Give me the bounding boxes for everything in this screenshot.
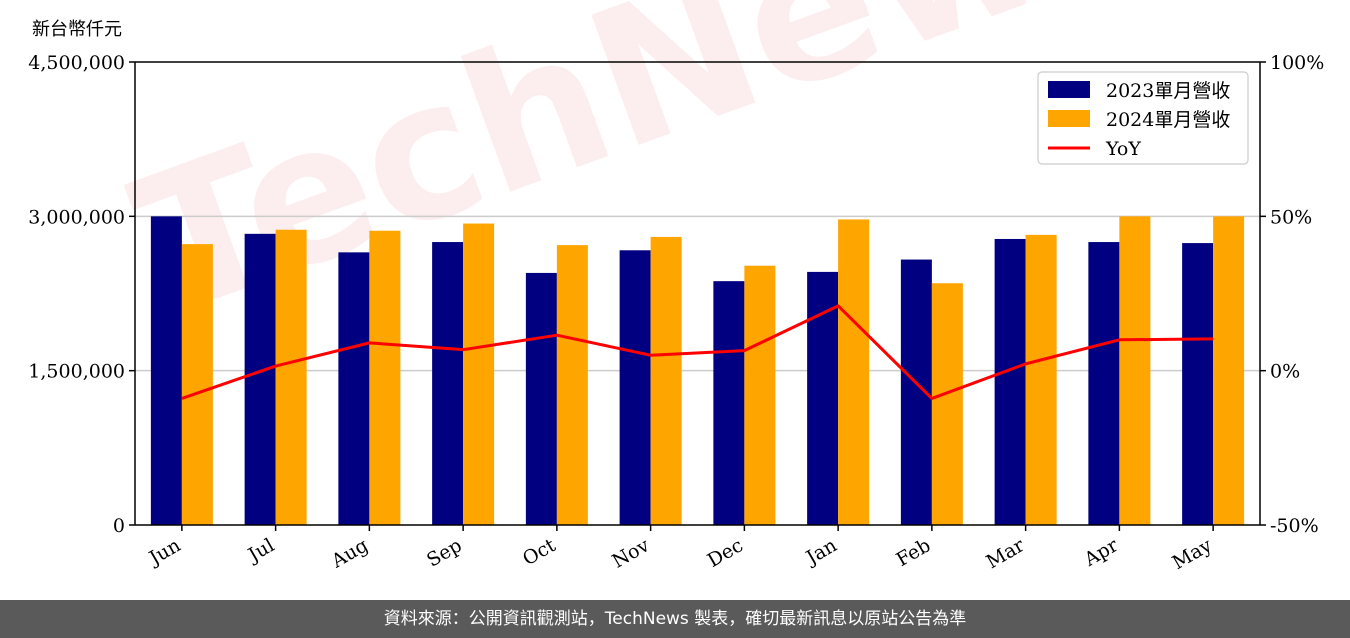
yoy-line xyxy=(181,304,1214,400)
legend-label-2: YoY xyxy=(1105,138,1141,160)
x-tick-label-mar: Mar xyxy=(983,534,1029,573)
x-tick-label-aug: Aug xyxy=(327,534,372,573)
bar-2023-jul xyxy=(244,233,276,525)
x-tick-label-oct: Oct xyxy=(519,534,560,570)
bar-2024-may xyxy=(1213,216,1245,526)
bar-2024-nov xyxy=(650,236,682,525)
legend-label-1: 2024單月營收 xyxy=(1106,109,1230,131)
legend-swatch-0 xyxy=(1048,81,1090,98)
right-tick-label: -50% xyxy=(1270,515,1319,537)
bar-2023-sep xyxy=(432,242,464,526)
legend-label-0: 2023單月營收 xyxy=(1106,80,1230,102)
x-tick-label-dec: Dec xyxy=(704,534,747,572)
x-tick-label-may: May xyxy=(1169,534,1216,574)
x-tick-label-nov: Nov xyxy=(609,534,654,573)
bar-2024-jun xyxy=(181,244,213,525)
right-tick-label: 100% xyxy=(1270,52,1324,74)
left-tick-label: 0 xyxy=(113,515,125,537)
x-tick-label-jan: Jan xyxy=(801,534,841,570)
bar-2023-oct xyxy=(525,272,557,525)
bar-2024-jul xyxy=(275,229,307,525)
revenue-chart: 0 1,500,000 3,000,000 4,500,000 -50% 0% 50% 100… xyxy=(28,52,1324,574)
source-footer: 資料來源：公開資訊觀測站，TechNews 製表，確切最新訊息以原站公告為準 xyxy=(0,600,1350,638)
left-tick-label: 1,500,000 xyxy=(28,361,125,383)
bar-2024-apr xyxy=(1119,216,1151,526)
x-tick-label-jun: Jun xyxy=(144,534,185,570)
legend-box xyxy=(1037,71,1249,165)
right-tick-label: 0% xyxy=(1270,361,1300,383)
x-tick-label-sep: Sep xyxy=(423,534,466,571)
left-tick-label: 4,500,000 xyxy=(28,52,125,74)
bar-2023-jun xyxy=(150,216,182,526)
bar-2023-apr xyxy=(1088,242,1120,526)
bar-2023-aug xyxy=(338,252,370,525)
x-tick-label-apr: Apr xyxy=(1080,534,1123,571)
x-tick-label-jul: Jul xyxy=(243,534,278,567)
bar-2024-feb xyxy=(931,283,963,525)
bar-2024-jan xyxy=(838,219,870,526)
bar-2024-mar xyxy=(1025,234,1057,525)
right-tick-label: 50% xyxy=(1270,206,1312,228)
bar-2023-jan xyxy=(807,271,839,525)
bar-2023-may xyxy=(1182,243,1214,525)
bar-2024-aug xyxy=(369,230,401,525)
bar-2023-dec xyxy=(713,281,745,525)
bar-2024-oct xyxy=(556,245,588,526)
bar-2023-mar xyxy=(994,238,1026,526)
y-axis-unit-label: 新台幣仟元 xyxy=(32,19,122,40)
left-tick-label: 3,000,000 xyxy=(28,206,125,228)
bar-2024-sep xyxy=(463,223,495,525)
bar-2023-nov xyxy=(619,250,651,525)
x-tick-label-feb: Feb xyxy=(893,534,935,571)
legend-swatch-1 xyxy=(1048,110,1090,127)
bar-2024-dec xyxy=(744,265,776,525)
